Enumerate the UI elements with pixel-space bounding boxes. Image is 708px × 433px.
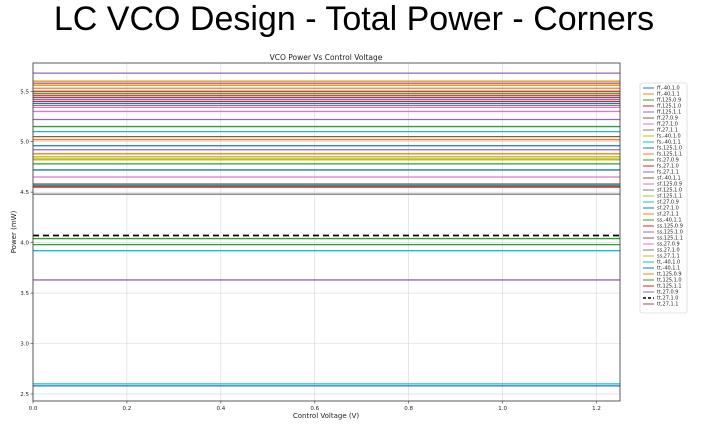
x-tick-label: 1.0 [498, 406, 507, 412]
legend-label: ff,125,1.0 [657, 104, 681, 110]
plot-frame [32, 62, 621, 402]
legend-label: tt,-40,1.1 [657, 266, 680, 272]
legend-label: sf,27,0.9 [657, 200, 679, 206]
legend-label: fs,-40,1.0 [657, 134, 681, 140]
legend-label: fs,-40,1.1 [657, 140, 681, 146]
y-tick-label: 4.0 [20, 241, 29, 247]
y-tick-label: 2.5 [20, 392, 29, 398]
legend-label: sf,125,0.9 [657, 182, 682, 188]
legend-label: tt,27,0.9 [657, 290, 678, 296]
x-tick-label: 0.0 [29, 406, 38, 412]
legend-label: sf,125,1.0 [657, 188, 682, 194]
x-tick-label: 1.2 [592, 406, 601, 412]
legend-label: tt,125,1.1 [657, 284, 682, 290]
legend-label: fs,27,1.1 [657, 170, 679, 176]
slide-title: LC VCO Design - Total Power - Corners [53, 0, 655, 38]
y-tick-label: 3.5 [20, 291, 29, 297]
y-tick-label: 3.0 [20, 341, 29, 347]
legend-label: ss,-40,1.1 [657, 218, 682, 224]
y-tick-label: 4.5 [20, 190, 29, 196]
legend-label: sf,125,1.1 [657, 194, 682, 200]
legend-label: ss,27,1.1 [657, 254, 680, 260]
legend-label: fs,125,1.0 [657, 146, 682, 152]
y-ticks: 2.5 3.0 3.5 4.0 4.5 5.0 5.5 [20, 89, 33, 398]
legend-label: tt,-40,1.0 [657, 260, 680, 266]
legend-label: ff,-40,1.1 [657, 92, 680, 98]
legend-label: ss,125,1.1 [657, 236, 683, 242]
legend-label: ff,27,1.0 [657, 122, 678, 128]
legend-label: tt,125,1.0 [657, 278, 682, 284]
legend-label: ff,27,0.9 [657, 116, 678, 122]
legend-label: ff,27,1.1 [657, 128, 678, 134]
series-lines [33, 72, 620, 387]
x-axis-label: Control Voltage (V) [293, 412, 360, 420]
legend-label: ff,125,0.9 [657, 98, 681, 104]
legend-label: ss,125,0.9 [657, 224, 683, 230]
legend-label: fs,27,1.0 [657, 164, 679, 170]
x-tick-label: 0.8 [404, 406, 413, 412]
legend-label: ss,27,1.0 [657, 248, 680, 254]
x-ticks: 0.0 0.2 0.4 0.6 0.8 1.0 1.2 [29, 401, 601, 412]
x-tick-label: 0.6 [310, 406, 319, 412]
grid [32, 63, 620, 401]
legend-label: ss,27,0.9 [657, 242, 680, 248]
legend-label: sf,-40,1.1 [657, 176, 681, 182]
legend-label: tt,27,1.0 [657, 296, 678, 302]
legend-label: sf,27,1.1 [657, 212, 679, 218]
legend-label: tt,125,0.9 [657, 272, 682, 278]
legend-label: ff,-40,1.0 [657, 86, 680, 92]
legend-items: ff,-40,1.0ff,-40,1.1ff,125,0.9ff,125,1.0… [643, 86, 683, 308]
legend-label: fs,125,1.1 [657, 152, 682, 158]
legend-label: ss,125,1.0 [657, 230, 683, 236]
legend: ff,-40,1.0ff,-40,1.1ff,125,0.9ff,125,1.0… [639, 82, 688, 314]
legend-label: tt,27,1.1 [657, 302, 678, 308]
chart-title: VCO Power Vs Control Voltage [270, 53, 383, 62]
x-tick-label: 0.4 [216, 406, 225, 412]
legend-label: ff,125,1.1 [657, 110, 681, 116]
x-tick-label: 0.2 [123, 406, 132, 412]
legend-label: fs,27,0.9 [657, 158, 679, 164]
y-tick-label: 5.5 [20, 89, 29, 95]
y-tick-label: 5.0 [20, 140, 29, 146]
legend-label: sf,27,1.0 [657, 206, 679, 212]
y-axis-label: Power (mW) [10, 210, 18, 253]
